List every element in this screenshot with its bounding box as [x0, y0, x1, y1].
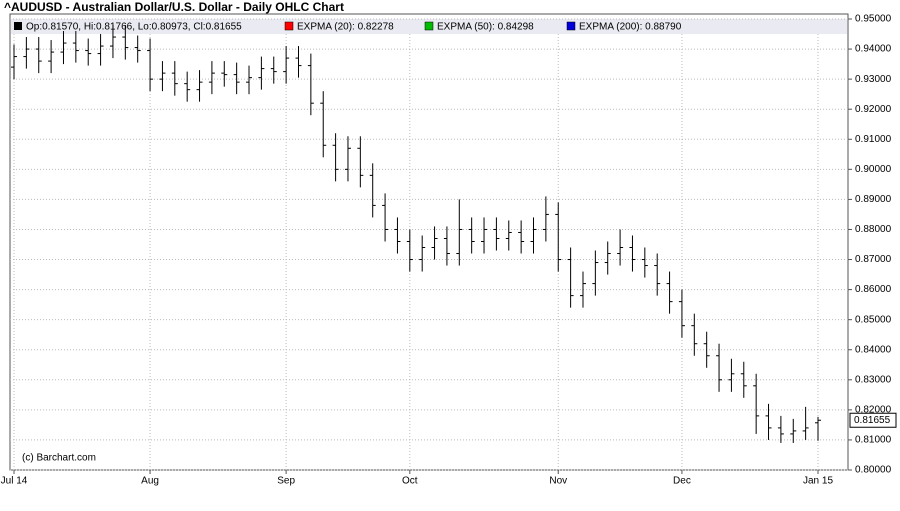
y-tick-label: 0.86000: [855, 284, 892, 295]
legend-swatch: [566, 21, 576, 31]
y-tick-label: 0.94000: [855, 44, 892, 55]
legend-swatch: [284, 21, 294, 31]
y-tick-label: 0.90000: [855, 164, 892, 175]
y-tick-label: 0.80000: [855, 465, 892, 476]
x-tick-label: Jan 15: [803, 476, 833, 487]
legend-swatch: [424, 21, 434, 31]
y-tick-label: 0.88000: [855, 224, 892, 235]
legend-swatch: [14, 22, 22, 30]
y-tick-label: 0.92000: [855, 104, 892, 115]
legend-label: EXPMA (20): 0.82278: [297, 22, 394, 33]
last-price-box: [849, 412, 897, 428]
legend-label: EXPMA (200): 0.88790: [579, 22, 682, 33]
x-tick-label: Nov: [549, 476, 567, 487]
credit: (c) Barchart.com: [22, 453, 96, 464]
plot-frame: [9, 13, 849, 471]
y-tick-label: 0.89000: [855, 194, 892, 205]
y-tick-label: 0.93000: [855, 74, 892, 85]
legend-ohlc: Op:0.81570, Hi:0.81766, Lo:0.80973, Cl:0…: [26, 22, 242, 33]
y-tick-label: 0.81000: [855, 435, 892, 446]
last-price-label: 0.81655: [854, 415, 891, 426]
y-tick-label: 0.91000: [855, 134, 892, 145]
y-tick-label: 0.95000: [855, 14, 892, 25]
y-tick-label: 0.87000: [855, 254, 892, 265]
y-tick-label: 0.84000: [855, 344, 892, 355]
y-tick-label: 0.85000: [855, 314, 892, 325]
x-tick-label: Aug: [141, 476, 159, 487]
legend-label: EXPMA (50): 0.84298: [437, 22, 534, 33]
x-tick-label: Oct: [402, 476, 418, 487]
x-tick-label: Sep: [277, 476, 295, 487]
x-tick-label: Jul 14: [1, 476, 28, 487]
chart-title: ^AUDUSD - Australian Dollar/U.S. Dollar …: [4, 0, 344, 14]
y-tick-label: 0.82000: [855, 405, 892, 416]
y-tick-label: 0.83000: [855, 374, 892, 385]
x-tick-label: Dec: [673, 476, 691, 487]
